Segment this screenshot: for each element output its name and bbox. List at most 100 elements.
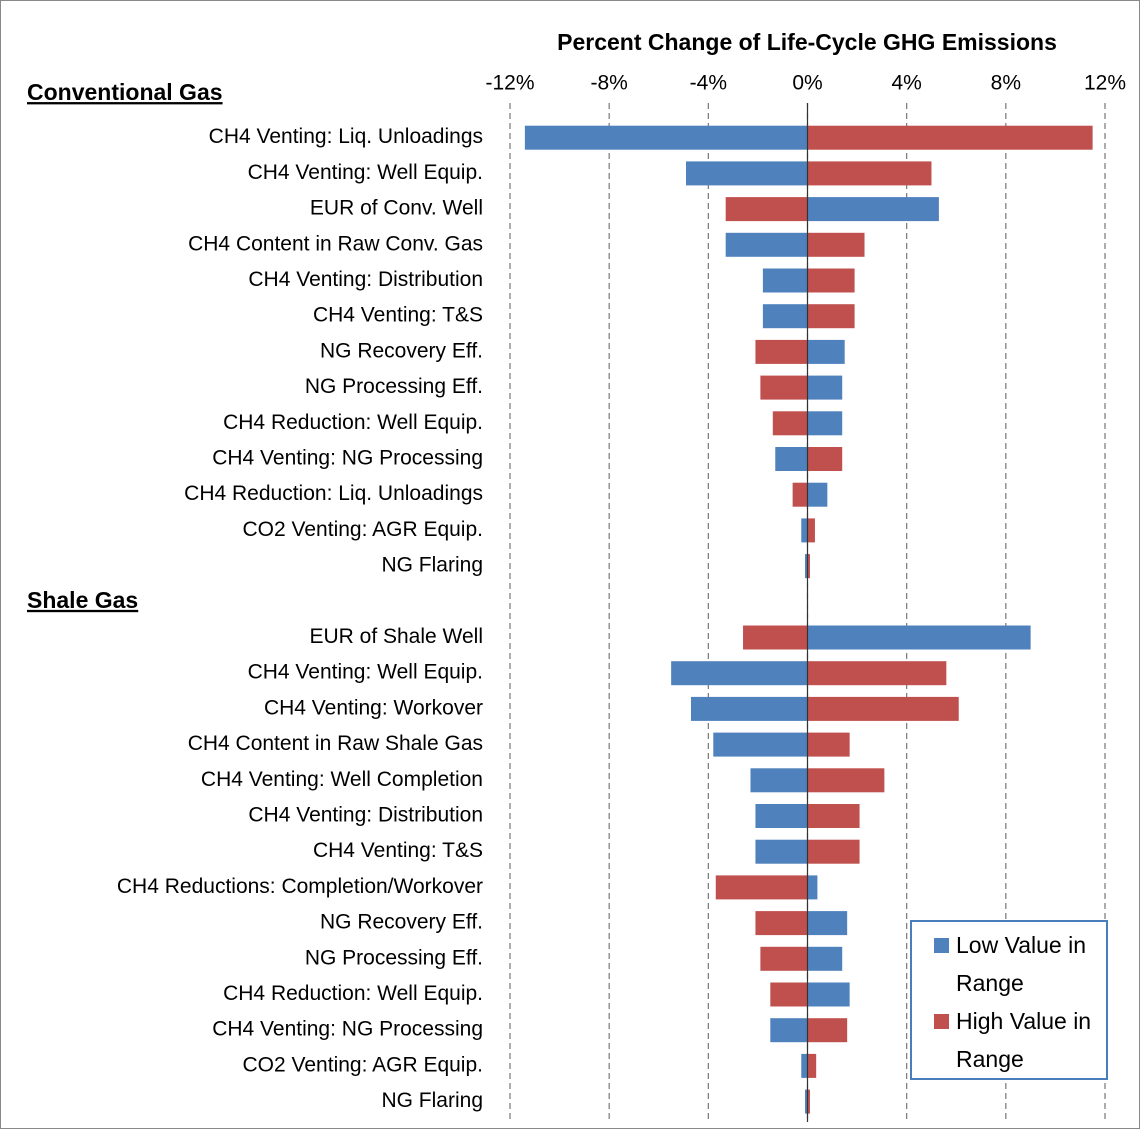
x-tick-label: 12% — [1084, 72, 1126, 95]
bar — [807, 982, 850, 1007]
bar — [807, 1018, 848, 1043]
legend-swatch — [934, 938, 949, 953]
x-tick-label: 0% — [792, 72, 822, 95]
legend-swatch — [934, 1014, 949, 1029]
x-tick-label: -12% — [485, 72, 534, 95]
legend-label: High Value in Range — [956, 1008, 1092, 1072]
bar — [755, 839, 808, 864]
y-tick-label: EUR of Shale Well — [309, 625, 483, 648]
bar — [807, 1053, 817, 1078]
bar — [760, 375, 808, 400]
bar — [755, 804, 808, 828]
legend-item: High Value in Range — [934, 1002, 1106, 1078]
bar — [807, 911, 848, 936]
bar — [807, 339, 845, 364]
y-tick-label: CH4 Venting: T&S — [313, 839, 483, 862]
bar — [807, 518, 815, 543]
bar — [807, 197, 939, 222]
bar — [807, 411, 843, 436]
bar — [801, 518, 808, 543]
bar — [772, 411, 808, 436]
bar — [755, 339, 808, 364]
bar — [760, 946, 808, 971]
bar — [725, 197, 808, 222]
y-tick-label: NG Processing Eff. — [305, 375, 483, 398]
y-tick-label: CH4 Venting: Well Equip. — [248, 661, 483, 684]
bar — [805, 1089, 808, 1114]
bar — [807, 375, 843, 400]
y-tick-label: CO2 Venting: AGR Equip. — [243, 518, 483, 541]
bar — [807, 268, 855, 293]
bar — [807, 125, 1093, 150]
x-tick-label: -4% — [690, 72, 727, 95]
bar — [715, 875, 808, 900]
x-tick-label: 4% — [891, 72, 921, 95]
y-tick-label: NG Recovery Eff. — [320, 339, 483, 362]
y-tick-label: CH4 Reduction: Well Equip. — [223, 411, 483, 434]
bar — [690, 696, 808, 721]
bar — [762, 304, 808, 329]
y-tick-label: CH4 Reductions: Completion/Workover — [117, 875, 483, 898]
bar — [524, 125, 808, 150]
bar — [671, 661, 808, 686]
y-tick-label: CH4 Venting: Distribution — [248, 268, 483, 291]
y-tick-label: NG Flaring — [381, 1089, 483, 1112]
bar — [755, 911, 808, 936]
bar — [770, 982, 808, 1007]
y-tick-label: CO2 Venting: AGR Equip. — [243, 1053, 483, 1076]
x-tick-label: -8% — [590, 72, 627, 95]
bar — [807, 554, 810, 579]
y-tick-label: CH4 Venting: Well Completion — [201, 768, 483, 791]
y-tick-label: CH4 Venting: Well Equip. — [248, 161, 483, 184]
bar — [807, 839, 860, 864]
bar — [801, 1053, 808, 1078]
bar — [807, 232, 865, 257]
y-tick-label: NG Recovery Eff. — [320, 911, 483, 934]
bar — [807, 946, 843, 971]
bar — [743, 625, 808, 650]
bar — [807, 304, 855, 329]
bar — [807, 804, 860, 828]
y-tick-label: CH4 Venting: Distribution — [248, 804, 483, 827]
legend-label: Low Value in Range — [956, 932, 1086, 996]
bar — [807, 732, 850, 757]
bar — [807, 661, 947, 686]
y-tick-label: CH4 Content in Raw Conv. Gas — [188, 232, 483, 255]
bar — [807, 482, 828, 507]
bar — [807, 161, 932, 186]
bar — [725, 232, 808, 257]
legend-item: Low Value in Range — [934, 926, 1106, 1002]
y-tick-label: EUR of Conv. Well — [310, 197, 483, 220]
y-tick-label: CH4 Venting: Workover — [264, 696, 483, 719]
y-tick-label: CH4 Venting: NG Processing — [212, 1018, 483, 1041]
y-tick-label: CH4 Content in Raw Shale Gas — [188, 732, 483, 755]
y-tick-label: NG Flaring — [381, 554, 483, 577]
bar — [807, 875, 818, 900]
y-tick-label: CH4 Venting: NG Processing — [212, 447, 483, 470]
bar — [750, 768, 808, 793]
bar — [807, 447, 843, 471]
y-tick-label: CH4 Reduction: Liq. Unloadings — [184, 482, 483, 505]
legend: Low Value in Range High Value in Range — [910, 920, 1108, 1080]
y-tick-label: NG Processing Eff. — [305, 946, 483, 969]
bar — [775, 447, 808, 471]
group-header: Shale Gas — [27, 587, 138, 613]
chart-title: Percent Change of Life-Cycle GHG Emissio… — [557, 29, 1057, 55]
bar — [713, 732, 808, 757]
x-tick-label: 8% — [991, 72, 1021, 95]
bar — [807, 696, 959, 721]
bar — [770, 1018, 808, 1043]
bar — [805, 554, 808, 579]
bar — [807, 625, 1031, 650]
bar — [686, 161, 808, 186]
group-header: Conventional Gas — [27, 79, 223, 105]
y-tick-label: CH4 Reduction: Well Equip. — [223, 982, 483, 1005]
bar — [807, 768, 885, 793]
bar — [807, 1089, 810, 1114]
y-tick-label: CH4 Venting: Liq. Unloadings — [209, 125, 483, 148]
y-tick-label: CH4 Venting: T&S — [313, 304, 483, 327]
bar — [762, 268, 808, 293]
bar — [792, 482, 808, 507]
